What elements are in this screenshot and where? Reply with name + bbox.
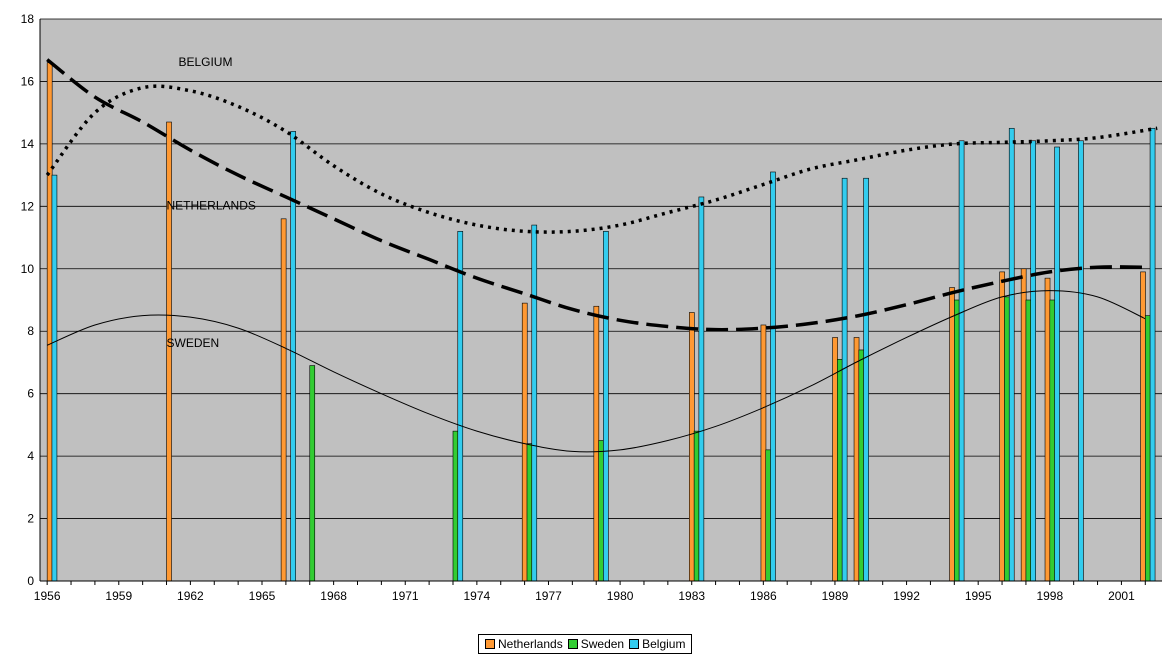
legend-item-netherlands[interactable]: Netherlands	[485, 637, 563, 651]
legend-item-sweden[interactable]: Sweden	[567, 637, 625, 651]
y-tick-label: 14	[21, 137, 35, 151]
bar-netherlands	[999, 271, 1005, 582]
bar-belgium	[457, 231, 464, 582]
bar-belgium	[863, 177, 869, 582]
trendline-belgium	[45, 84, 1158, 234]
chart-svg: 0 2 4 6 8 10 12 14 16 18 1956 1959 1962 1965 1968 1971…	[21, 12, 1162, 603]
trendline-netherlands	[46, 58, 1146, 332]
y-tick-label: 16	[21, 74, 35, 88]
x-tick-label: 1956	[34, 589, 61, 603]
y-tick-label: 12	[21, 199, 35, 213]
bar-sweden	[837, 359, 843, 582]
x-tick-label: 1986	[750, 589, 777, 603]
legend-label-netherlands: Netherlands	[498, 637, 563, 651]
trendline-sweden	[46, 290, 1146, 453]
bar-netherlands	[949, 287, 955, 582]
bar-sweden	[693, 430, 700, 582]
x-tick-label: 1965	[249, 589, 276, 603]
bar-belgium	[1149, 127, 1156, 582]
bar-belgium	[1078, 140, 1084, 582]
bar-belgium	[51, 174, 58, 582]
y-tick-label: 10	[21, 262, 35, 276]
legend-item-belgium[interactable]: Belgium	[629, 637, 685, 651]
bar-belgium	[698, 196, 705, 582]
legend-swatch-sweden	[567, 639, 578, 649]
x-tick-label: 2001	[1108, 589, 1135, 603]
x-tick-label: 1971	[392, 589, 419, 603]
legend-swatch-belgium	[629, 639, 640, 649]
annotation-netherlands: NETHERLANDS	[167, 198, 256, 212]
bar-belgium	[1030, 140, 1037, 582]
x-tick-label: 1992	[893, 589, 920, 603]
bar-netherlands	[593, 305, 600, 582]
bar-netherlands	[1044, 277, 1051, 582]
y-tick-label: 2	[27, 512, 34, 526]
y-tick-label: 6	[27, 387, 34, 401]
bar-sweden	[858, 349, 865, 582]
bar-belgium	[531, 224, 538, 582]
bar-sweden	[765, 449, 772, 582]
x-tick-label: 1980	[607, 589, 634, 603]
bar-netherlands	[166, 121, 172, 582]
bar-belgium	[1008, 127, 1015, 582]
y-tick-label: 4	[27, 449, 34, 463]
bar-belgium	[1054, 146, 1060, 582]
bar-belgium	[841, 177, 848, 582]
x-tick-label: 1974	[464, 589, 491, 603]
annotation-belgium: BELGIUM	[178, 55, 232, 69]
bar-sweden	[1144, 315, 1151, 582]
bar-sweden	[1049, 299, 1056, 582]
legend-label-sweden: Sweden	[580, 637, 625, 651]
bar-sweden	[1025, 299, 1032, 582]
x-tick-label: 1995	[965, 589, 992, 603]
x-tick-label: 1959	[105, 589, 132, 603]
x-tick-label: 1962	[177, 589, 204, 603]
x-tick-label: 1983	[678, 589, 705, 603]
bar-netherlands	[689, 312, 695, 582]
bar-belgium	[770, 171, 776, 582]
bar-sweden	[598, 440, 604, 582]
x-tick-labels: 1956 1959 1962 1965 1968 1971 1974 1977 1980 1983…	[34, 589, 1135, 603]
bar-belgium	[603, 231, 609, 582]
bar-netherlands	[280, 218, 287, 582]
bar-netherlands	[46, 62, 53, 582]
y-tick-label: 18	[21, 12, 35, 26]
annotation-sweden: SWEDEN	[167, 336, 220, 350]
bar-sweden	[954, 299, 960, 582]
x-tick-label: 1998	[1036, 589, 1063, 603]
x-tick-label: 1968	[320, 589, 347, 603]
y-tick-label: 8	[27, 324, 34, 338]
x-tick-label: 1989	[822, 589, 849, 603]
bar-belgium	[958, 140, 965, 582]
bar-sweden	[526, 443, 533, 582]
legend: Netherlands Sweden Belgium	[478, 634, 693, 654]
trendlines	[45, 58, 1158, 453]
y-tick-label: 0	[27, 574, 34, 588]
bar-netherlands	[853, 337, 860, 582]
x-tick-label: 1977	[535, 589, 562, 603]
legend-swatch-netherlands	[485, 639, 495, 649]
bar-sweden	[1004, 296, 1010, 582]
bar-netherlands	[760, 324, 767, 582]
annotations: BELGIUM NETHERLANDS SWEDEN	[167, 55, 256, 350]
axes	[39, 19, 1162, 585]
bar-sweden	[452, 430, 459, 582]
bar-sweden	[309, 365, 316, 582]
y-tick-labels: 0 2 4 6 8 10 12 14 16 18	[21, 12, 35, 588]
bar-netherlands	[1020, 268, 1027, 582]
legend-label-belgium: Belgium	[642, 637, 686, 651]
bar-netherlands	[521, 302, 528, 582]
